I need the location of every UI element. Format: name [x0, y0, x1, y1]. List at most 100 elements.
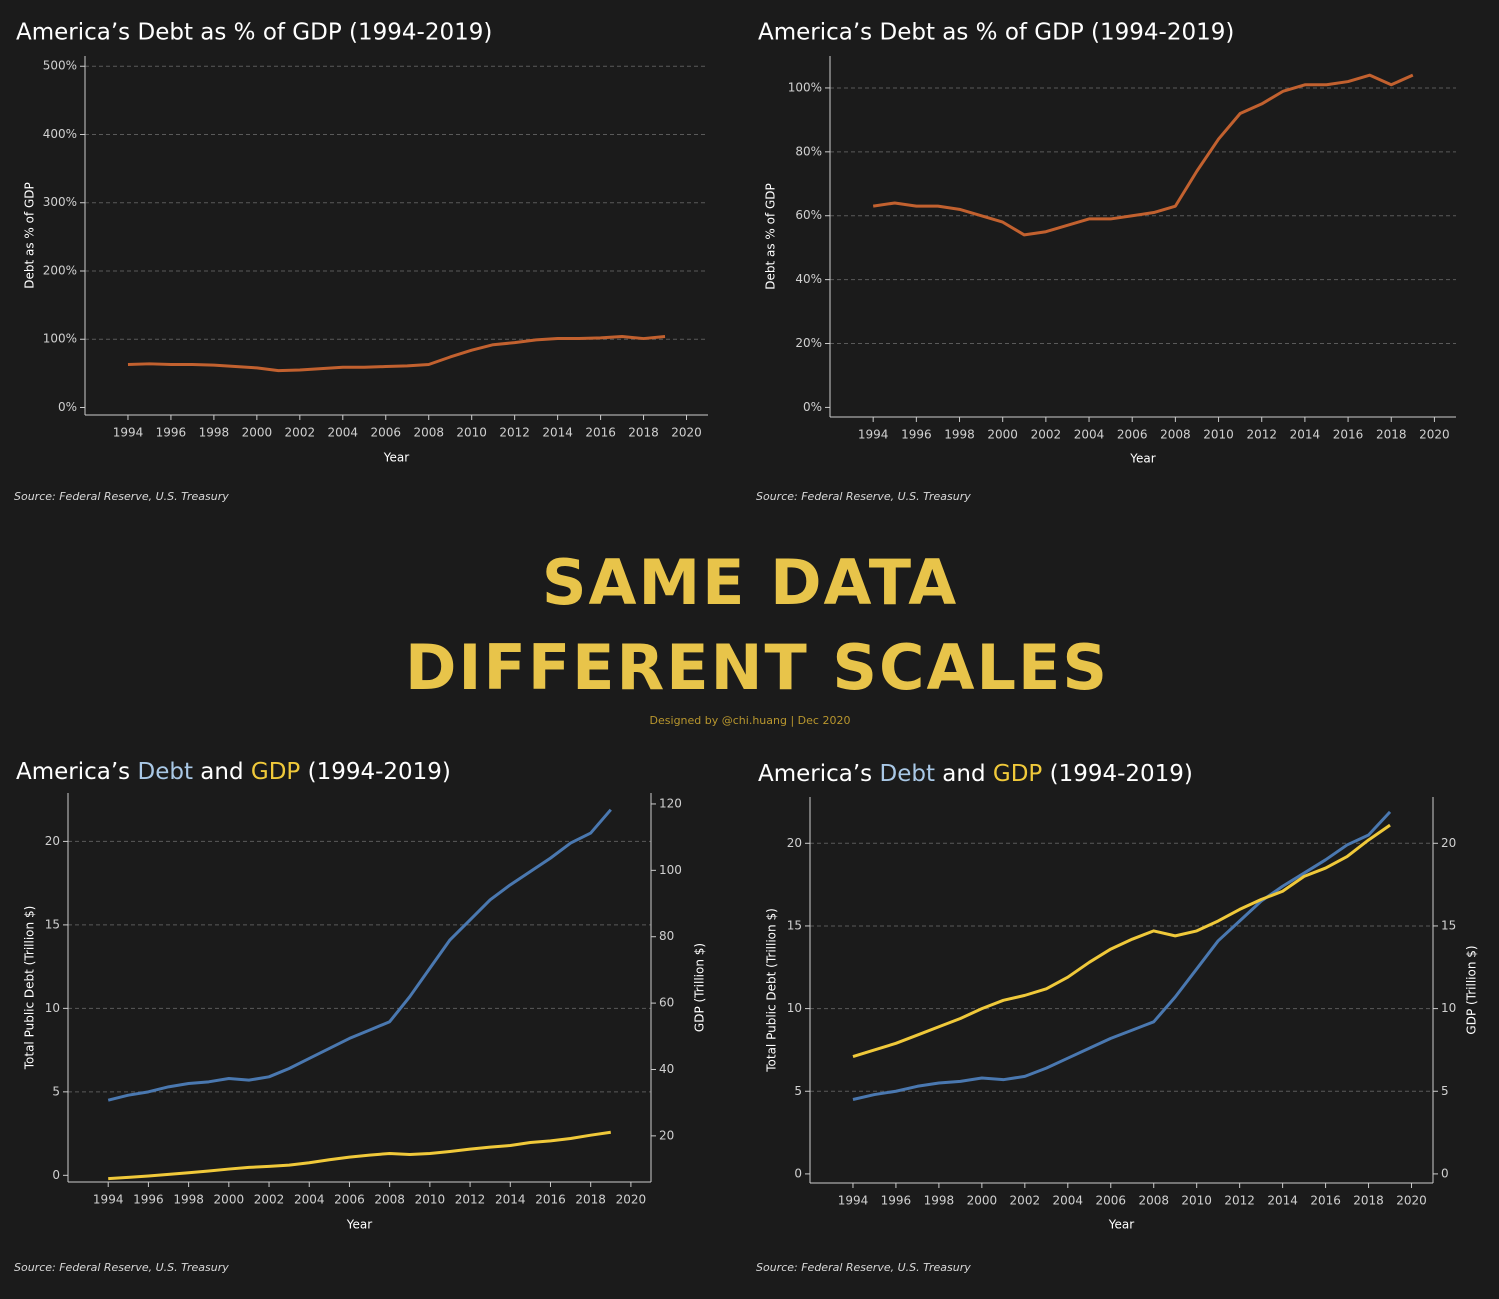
y-tick-label: 60% — [795, 208, 822, 222]
data-line — [872, 73, 1414, 237]
x-tick-label: 2004 — [294, 1193, 325, 1207]
x-tick-label: 2008 — [1160, 428, 1191, 442]
y2-tick-label: 120 — [659, 796, 682, 810]
x-tick-label: 2012 — [455, 1193, 486, 1207]
chart-title: America’s Debt as % of GDP (1994-2019) — [16, 20, 492, 46]
x-tick-label: 1996 — [901, 428, 932, 442]
y-tick-label: 40% — [795, 272, 822, 286]
y2-axis-label: GDP (Trillion $) — [693, 943, 707, 1032]
y-tick-label: 100% — [788, 80, 822, 94]
data-line — [852, 810, 1392, 1101]
x-tick-label: 2016 — [1333, 428, 1364, 442]
y-tick-label: 15 — [787, 918, 802, 932]
source-note: Source: Federal Reserve, U.S. Treasury — [756, 1261, 971, 1274]
y-tick-label: 100% — [43, 332, 77, 346]
x-tick-label: 2018 — [1376, 428, 1407, 442]
y-tick-label: 400% — [43, 127, 77, 141]
x-axis-label: Year — [1108, 1218, 1134, 1232]
y-tick-label: 5 — [794, 1084, 802, 1098]
y2-tick-label: 40 — [659, 1062, 674, 1076]
x-tick-label: 2000 — [242, 426, 273, 440]
x-tick-label: 1994 — [93, 1193, 124, 1207]
y-tick-label: 0% — [58, 400, 77, 414]
y2-axis-label: GDP (Trillion $) — [1465, 945, 1479, 1034]
x-tick-label: 2006 — [1117, 428, 1148, 442]
x-tick-label: 2006 — [1095, 1194, 1126, 1208]
x-tick-label: 2010 — [1181, 1194, 1212, 1208]
x-tick-label: 1998 — [199, 426, 230, 440]
x-tick-label: 2004 — [1074, 428, 1105, 442]
source-note: Source: Federal Reserve, U.S. Treasury — [756, 490, 971, 503]
x-tick-label: 1998 — [944, 428, 975, 442]
source-note: Source: Federal Reserve, U.S. Treasury — [14, 1261, 229, 1274]
chart-title: America’s Debt as % of GDP (1994-2019) — [758, 20, 1234, 46]
y-axis-label: Debt as % of GDP — [764, 183, 778, 290]
x-axis-label: Year — [1129, 452, 1155, 466]
y-axis-label: Total Public Debt (Trillion $) — [765, 908, 779, 1073]
data-line — [108, 1130, 612, 1181]
x-tick-label: 2016 — [535, 1193, 566, 1207]
x-tick-label: 2002 — [254, 1193, 285, 1207]
y-tick-label: 0 — [794, 1166, 802, 1180]
x-tick-label: 2000 — [214, 1193, 245, 1207]
x-tick-label: 2004 — [1053, 1194, 1084, 1208]
x-tick-label: 2018 — [575, 1193, 606, 1207]
x-tick-label: 1994 — [838, 1194, 869, 1208]
title-text: America’s — [758, 761, 879, 787]
x-tick-label: 2004 — [328, 426, 359, 440]
x-tick-label: 2012 — [1246, 428, 1277, 442]
title-series-name: GDP — [993, 761, 1043, 787]
y-tick-label: 200% — [43, 263, 77, 277]
x-tick-label: 2018 — [1353, 1194, 1384, 1208]
x-tick-label: 2008 — [413, 426, 444, 440]
x-tick-label: 1996 — [133, 1193, 164, 1207]
y2-tick-label: 10 — [1441, 1001, 1456, 1015]
data-line — [107, 808, 612, 1102]
title-text: (1994-2019) — [1042, 761, 1193, 787]
y-tick-label: 300% — [43, 195, 77, 209]
y-axis-label: Total Public Debt (Trillion $) — [23, 906, 37, 1071]
y-tick-label: 20% — [795, 336, 822, 350]
data-line — [127, 335, 666, 373]
x-tick-label: 1994 — [113, 426, 144, 440]
title-series-name: Debt — [137, 759, 192, 785]
y-axis-label: Debt as % of GDP — [23, 182, 37, 289]
y2-tick-label: 20 — [659, 1128, 674, 1142]
x-tick-label: 2012 — [499, 426, 530, 440]
y2-tick-label: 15 — [1441, 918, 1456, 932]
x-tick-label: 2020 — [1419, 428, 1450, 442]
y2-tick-label: 5 — [1441, 1084, 1449, 1098]
x-tick-label: 2010 — [456, 426, 487, 440]
title-series-name: Debt — [879, 761, 934, 787]
title-text: and — [193, 759, 251, 785]
x-tick-label: 2016 — [1310, 1194, 1341, 1208]
y2-tick-label: 80 — [659, 929, 674, 943]
x-tick-label: 1994 — [858, 428, 889, 442]
x-tick-label: 2016 — [585, 426, 616, 440]
x-axis-label: Year — [383, 451, 409, 465]
source-note: Source: Federal Reserve, U.S. Treasury — [14, 490, 229, 503]
x-tick-label: 2012 — [1224, 1194, 1255, 1208]
x-tick-label: 2006 — [334, 1193, 365, 1207]
title-text: America’s — [16, 759, 137, 785]
x-tick-label: 1996 — [881, 1194, 912, 1208]
x-tick-label: 1998 — [924, 1194, 955, 1208]
x-tick-label: 2000 — [967, 1194, 998, 1208]
x-tick-label: 2018 — [628, 426, 659, 440]
x-tick-label: 2014 — [1290, 428, 1321, 442]
y2-tick-label: 20 — [1441, 836, 1456, 850]
y-tick-label: 10 — [45, 1001, 60, 1015]
data-line — [852, 823, 1391, 1058]
x-tick-label: 2010 — [415, 1193, 446, 1207]
x-tick-label: 1996 — [156, 426, 187, 440]
credit: Designed by @chi.huang | Dec 2020 — [650, 714, 851, 727]
x-tick-label: 2002 — [285, 426, 316, 440]
y2-tick-label: 60 — [659, 996, 674, 1010]
chart-title: America’s Debt and GDP (1994-2019) — [16, 759, 451, 785]
x-tick-label: 2006 — [370, 426, 401, 440]
x-tick-label: 2008 — [374, 1193, 405, 1207]
x-tick-label: 2002 — [1031, 428, 1062, 442]
